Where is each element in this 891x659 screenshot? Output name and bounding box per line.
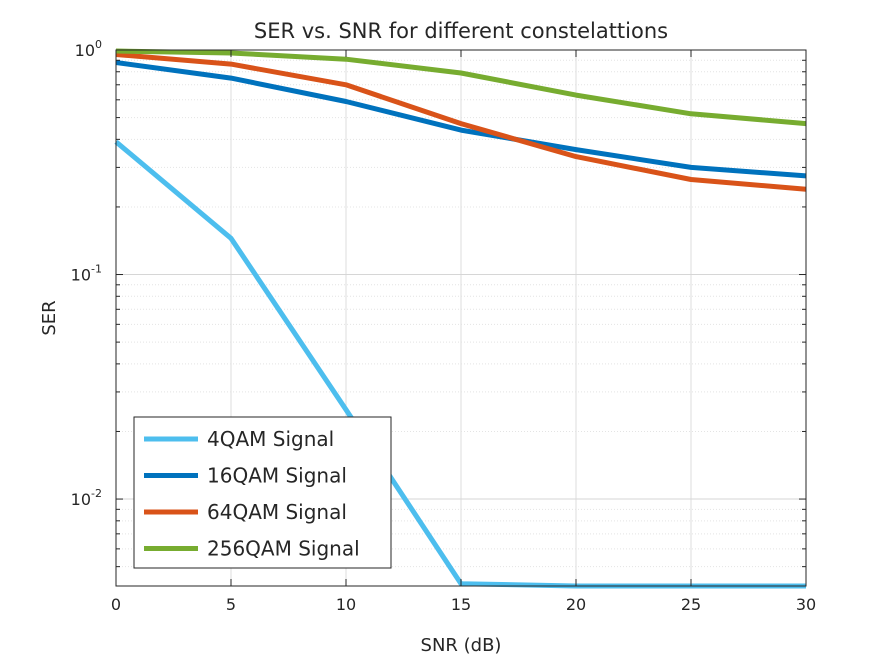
y-tick-label-exponent: 0 [95,38,102,51]
x-tick-label: 5 [226,595,236,614]
x-axis-label: SNR (dB) [421,635,502,656]
x-tick-label: 0 [111,595,121,614]
y-tick-label-base: 10 [71,266,91,285]
y-tick-label-exponent: -1 [91,263,102,276]
y-tick-label: 10-2 [71,487,102,509]
y-tick-label-exponent: -2 [91,487,102,500]
legend-label: 256QAM Signal [207,537,360,561]
chart-title: SER vs. SNR for different constelattions [254,19,668,43]
legend-label: 64QAM Signal [207,500,347,524]
x-tick-label: 15 [451,595,471,614]
y-tick-label-base: 10 [75,41,95,60]
legend-label: 16QAM Signal [207,464,347,488]
y-tick-label: 10-1 [71,263,102,285]
legend: 4QAM Signal 16QAM Signal 64QAM Signal 256QA… [133,416,392,569]
series-line-16qam-signal [115,60,807,179]
y-tick-label: 100 [75,38,102,60]
legend-label: 4QAM Signal [207,427,334,451]
x-tick-label: 20 [566,595,586,614]
x-tick-label: 30 [796,595,816,614]
x-tick-label: 10 [336,595,356,614]
series-line-64qam-signal [115,52,807,192]
x-tick-label: 25 [681,595,701,614]
legend-box [133,416,392,569]
y-tick-label-base: 10 [71,490,91,509]
y-axis-label: SER [39,300,60,335]
